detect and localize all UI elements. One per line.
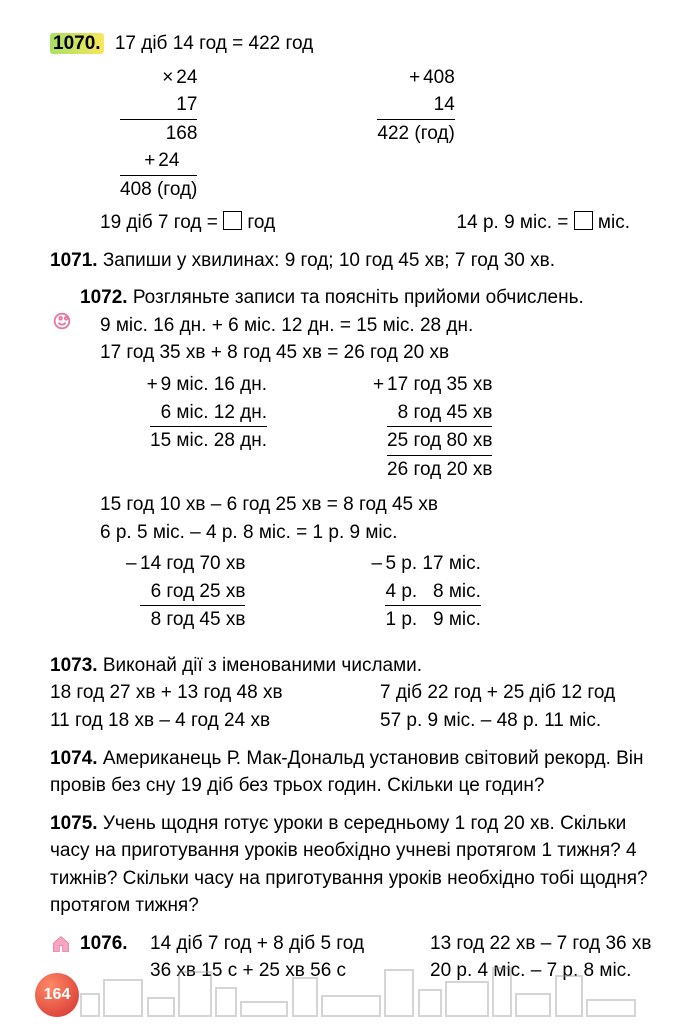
calc-pair: –14 год 70 хв 6 год 25 хв 8 год 45 хв –5… — [140, 550, 670, 634]
calc-line: 17 — [176, 94, 197, 115]
eq-line: 9 міс. 16 дн. + 6 міс. 12 дн. = 15 міс. … — [80, 312, 670, 340]
textbook-page: 1070. 17 діб 14 год = 422 год ×24 17 168… — [0, 0, 700, 1035]
calc-result: 408 (год) — [120, 179, 197, 200]
calc-block: –5 р. 17 міс. 4 р. 8 міс. 1 р. 9 міс. — [385, 550, 480, 634]
fill-blanks: 19 діб 7 год = год 14 р. 9 міс. = міс. — [50, 209, 670, 237]
calc-line: 24 — [176, 67, 197, 88]
calc-line: 14 год 70 хв — [140, 553, 245, 574]
calc-block: +9 міс. 16 дн. 6 міс. 12 дн. 15 міс. 28 … — [150, 371, 267, 483]
blank-q1: 19 діб 7 год = год — [100, 209, 275, 237]
problem-1075: 1075. Учень щодня готує уроки в середньо… — [50, 810, 670, 920]
calc-line: 6 міс. 12 дн. — [161, 402, 267, 423]
eq-line: 6 р. 5 міс. – 4 р. 8 міс. = 1 р. 9 міс. — [80, 519, 670, 547]
problem-1074: 1074. Американець Р. Мак-Дональд установ… — [50, 745, 670, 800]
expr: 7 діб 22 год + 25 діб 12 год — [380, 679, 615, 707]
problem-head: Розгляньте записи та поясніть прийоми об… — [133, 287, 584, 308]
page-number-badge: 164 — [35, 973, 79, 1017]
eq-line: 15 год 10 хв – 6 год 25 хв = 8 год 45 хв — [80, 491, 670, 519]
calc-result: 26 год 20 хв — [387, 459, 492, 480]
problem-text: Запиши у хвилинах: 9 год; 10 год 45 хв; … — [103, 250, 555, 271]
calc-left: ×24 17 168 +24 408 (год) — [120, 64, 197, 204]
calc-line: 14 — [434, 94, 455, 115]
problem-head: Виконай дії з іменованими числами. — [103, 655, 422, 676]
calc-line: 24 — [158, 150, 197, 171]
expr: 14 діб 7 год + 8 діб 5 год — [150, 930, 400, 958]
expr: 18 год 27 хв + 13 год 48 хв — [50, 679, 330, 707]
calc-result: 422 (год) — [377, 123, 454, 144]
expr: 13 год 22 хв – 7 год 36 хв — [430, 930, 651, 958]
calc-line: 6 год 25 хв — [151, 581, 246, 602]
problem-head: 17 діб 14 год = 422 год — [115, 33, 313, 54]
calc-line: 8 год 45 хв — [398, 402, 493, 423]
problem-number: 1070. — [50, 33, 104, 54]
calc-line: 9 міс. 16 дн. — [161, 374, 267, 395]
page-number: 164 — [44, 983, 71, 1006]
problem-1072: 1072. Розгляньте записи та поясніть прий… — [50, 284, 670, 642]
blank-q2: 14 р. 9 міс. = міс. — [457, 209, 630, 237]
calc-columns: ×24 17 168 +24 408 (год) +408 14 422 (го… — [120, 64, 670, 204]
footer-skyline-decor — [80, 967, 690, 1017]
problem-number: 1075. — [50, 813, 98, 834]
problem-1071: 1071. Запиши у хвилинах: 9 год; 10 год 4… — [50, 247, 670, 275]
calc-right: +408 14 422 (год) — [377, 64, 454, 204]
answer-box — [574, 211, 593, 230]
expr: 57 р. 9 міс. – 48 р. 11 міс. — [380, 707, 615, 735]
calc-block: +17 год 35 хв 8 год 45 хв 25 год 80 хв 2… — [387, 371, 492, 483]
problem-number: 1074. — [50, 748, 98, 769]
problem-number: 1073. — [50, 655, 98, 676]
problem-text: Учень щодня готує уроки в середньому 1 г… — [50, 813, 648, 917]
calc-line: 17 год 35 хв — [387, 374, 492, 395]
calc-line: 408 — [423, 67, 455, 88]
calc-result: 8 год 45 хв — [151, 609, 246, 630]
problem-1070: 1070. 17 діб 14 год = 422 год ×24 17 168… — [50, 30, 670, 237]
problem-number: 1071. — [50, 250, 98, 271]
calc-line: 4 р. 8 міс. — [385, 581, 480, 602]
problem-1073: 1073. Виконай дії з іменованими числами.… — [50, 652, 670, 735]
calc-line: 5 р. 17 міс. — [385, 553, 480, 574]
problem-number: 1072. — [80, 287, 128, 308]
calc-line: 25 год 80 хв — [387, 430, 492, 451]
problem-number: 1076. — [80, 933, 128, 954]
answer-box — [223, 211, 242, 230]
group-work-icon — [51, 310, 73, 332]
problem-text: Американець Р. Мак-Дональд установив сві… — [50, 748, 644, 797]
calc-result: 15 міс. 28 дн. — [150, 430, 267, 451]
calc-result: 1 р. 9 міс. — [385, 609, 480, 630]
calc-pair: +9 міс. 16 дн. 6 міс. 12 дн. 15 міс. 28 … — [150, 371, 670, 483]
calc-line: 168 — [166, 123, 198, 144]
home-icon — [51, 934, 73, 956]
calc-block: –14 год 70 хв 6 год 25 хв 8 год 45 хв — [140, 550, 245, 634]
expr: 11 год 18 хв – 4 год 24 хв — [50, 707, 330, 735]
eq-line: 17 год 35 хв + 8 год 45 хв = 26 год 20 х… — [80, 339, 670, 367]
